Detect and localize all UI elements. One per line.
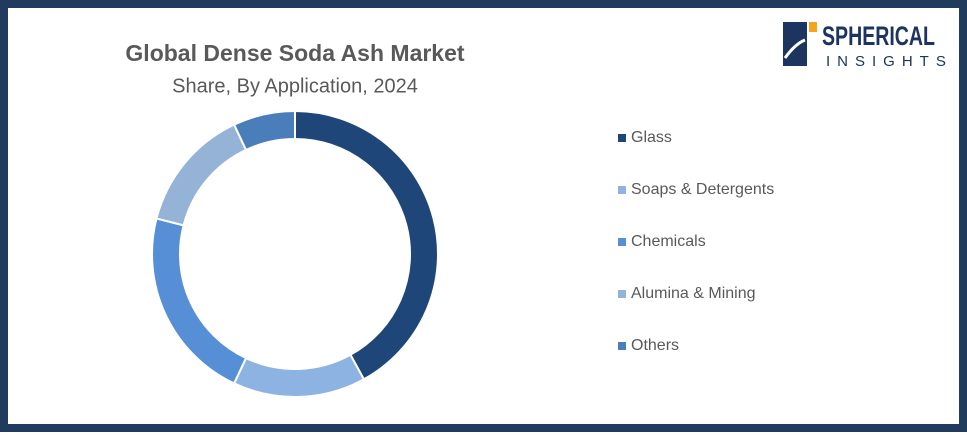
legend-swatch (618, 238, 626, 246)
logo: SPHERICAL INSIGHTS (783, 21, 953, 70)
legend-label: Soaps & Detergents (631, 181, 774, 198)
logo-swoosh (783, 38, 806, 59)
logo-accent (809, 22, 817, 32)
chart-title: Global Dense Soda Ash Market (125, 40, 464, 66)
legend-label: Chemicals (631, 233, 706, 250)
legend-swatch (618, 134, 626, 142)
logo-tagline: INSIGHTS (826, 53, 953, 70)
chart-subtitle: Share, By Application, 2024 (172, 75, 418, 97)
logo-icon (783, 22, 807, 66)
logo-name: SPHERICAL (822, 21, 935, 51)
legend-label: Alumina & Mining (631, 285, 756, 302)
legend-swatch (618, 342, 626, 350)
legend-swatch (618, 290, 626, 298)
legend-label: Glass (631, 129, 672, 146)
legend-label: Others (631, 337, 679, 354)
pie-segment (232, 109, 296, 152)
legend-swatch (618, 186, 626, 194)
